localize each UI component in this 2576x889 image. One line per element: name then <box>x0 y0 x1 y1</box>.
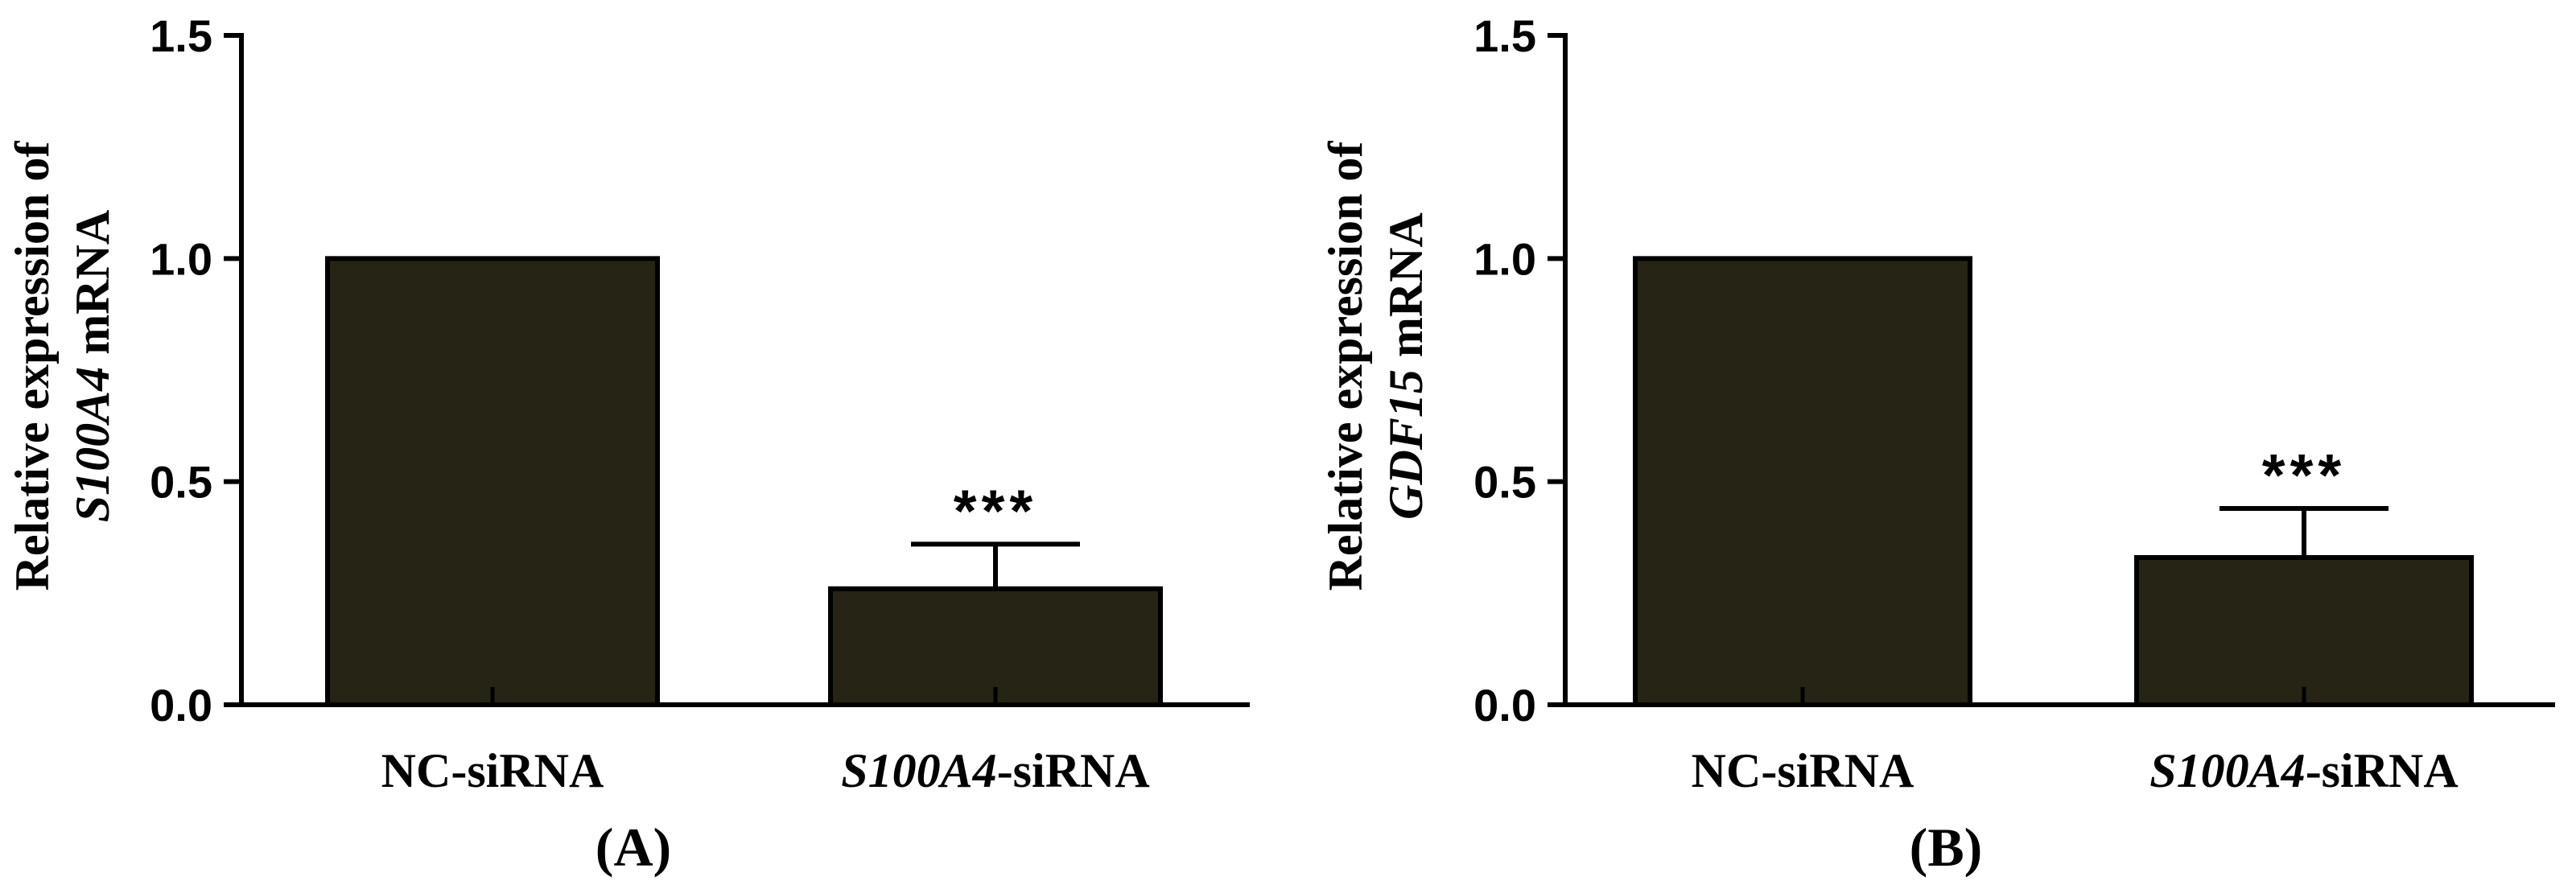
panel-b-category-gene: S100A4 <box>2149 744 2305 797</box>
panel-b-category-text: NC-siRNA <box>1692 744 1914 797</box>
panel-a-category-gene: S100A4 <box>841 744 996 797</box>
panel-b-bar <box>1633 256 1972 708</box>
panel-a-y-tick-label: 1.5 <box>150 10 212 61</box>
panel-b-y-tick-label: 1.5 <box>1473 10 1536 61</box>
panel-b-significance-label: *** <box>2262 442 2346 508</box>
panel-b: 0.0 0.5 1.0 1.5 NC-siRNA S100A4-siRNA *** Rela… <box>1319 10 2555 878</box>
panel-a-ylabel-gene: S100A4 mRNA <box>66 210 119 522</box>
panel-a-ylabel-gene-name: S100A4 <box>66 367 119 522</box>
panel-b-ylabel-suffix: mRNA <box>1379 212 1432 369</box>
panel-b-category-label: S100A4-siRNA <box>2149 744 2458 797</box>
panel-b-y-tick-label: 0.0 <box>1473 680 1536 731</box>
panel-a-bar <box>325 256 660 708</box>
panel-a-category-label: S100A4-siRNA <box>841 744 1149 797</box>
panel-a-ylabel-suffix: mRNA <box>66 210 119 367</box>
panel-a-category-text: -siRNA <box>997 744 1150 797</box>
panel-b-bar <box>2134 554 2474 708</box>
panel-a-label: (A) <box>596 817 671 878</box>
panel-a-category-text: NC-siRNA <box>381 744 604 797</box>
panel-a-plot: 0.0 0.5 1.0 1.5 NC-siRNA S100A4-siRNA *** <box>150 10 1250 797</box>
panel-a-significance-label: *** <box>954 477 1037 544</box>
panel-a: 0.00.51.01.5NC-siRNA S100A4-siRNA*** Rela… <box>6 10 1250 878</box>
panel-b-ylabel-gene-name: GDF15 <box>1379 369 1432 520</box>
panel-b-plot: 0.0 0.5 1.0 1.5 NC-siRNA S100A4-siRNA *** <box>1473 10 2555 797</box>
panel-a-y-tick-label: 1.0 <box>150 233 212 284</box>
panel-b-y-tick-label: 1.0 <box>1473 233 1536 284</box>
panel-a-y-tick-label: 0.0 <box>150 680 212 731</box>
panel-b-category-text: -siRNA <box>2306 744 2459 797</box>
panel-b-y-tick-label: 0.5 <box>1473 457 1536 508</box>
panel-b-label: (B) <box>1910 817 1983 878</box>
panel-a-category-label: NC-siRNA <box>381 744 604 797</box>
panel-a-y-tick-label: 0.5 <box>150 457 212 508</box>
panel-b-category-label: NC-siRNA <box>1692 744 1914 797</box>
panel-a-ylabel: Relative expression of <box>6 141 59 591</box>
panel-b-ylabel: Relative expression of <box>1319 141 1372 591</box>
panel-b-ylabel-gene: GDF15 mRNA <box>1379 212 1432 520</box>
